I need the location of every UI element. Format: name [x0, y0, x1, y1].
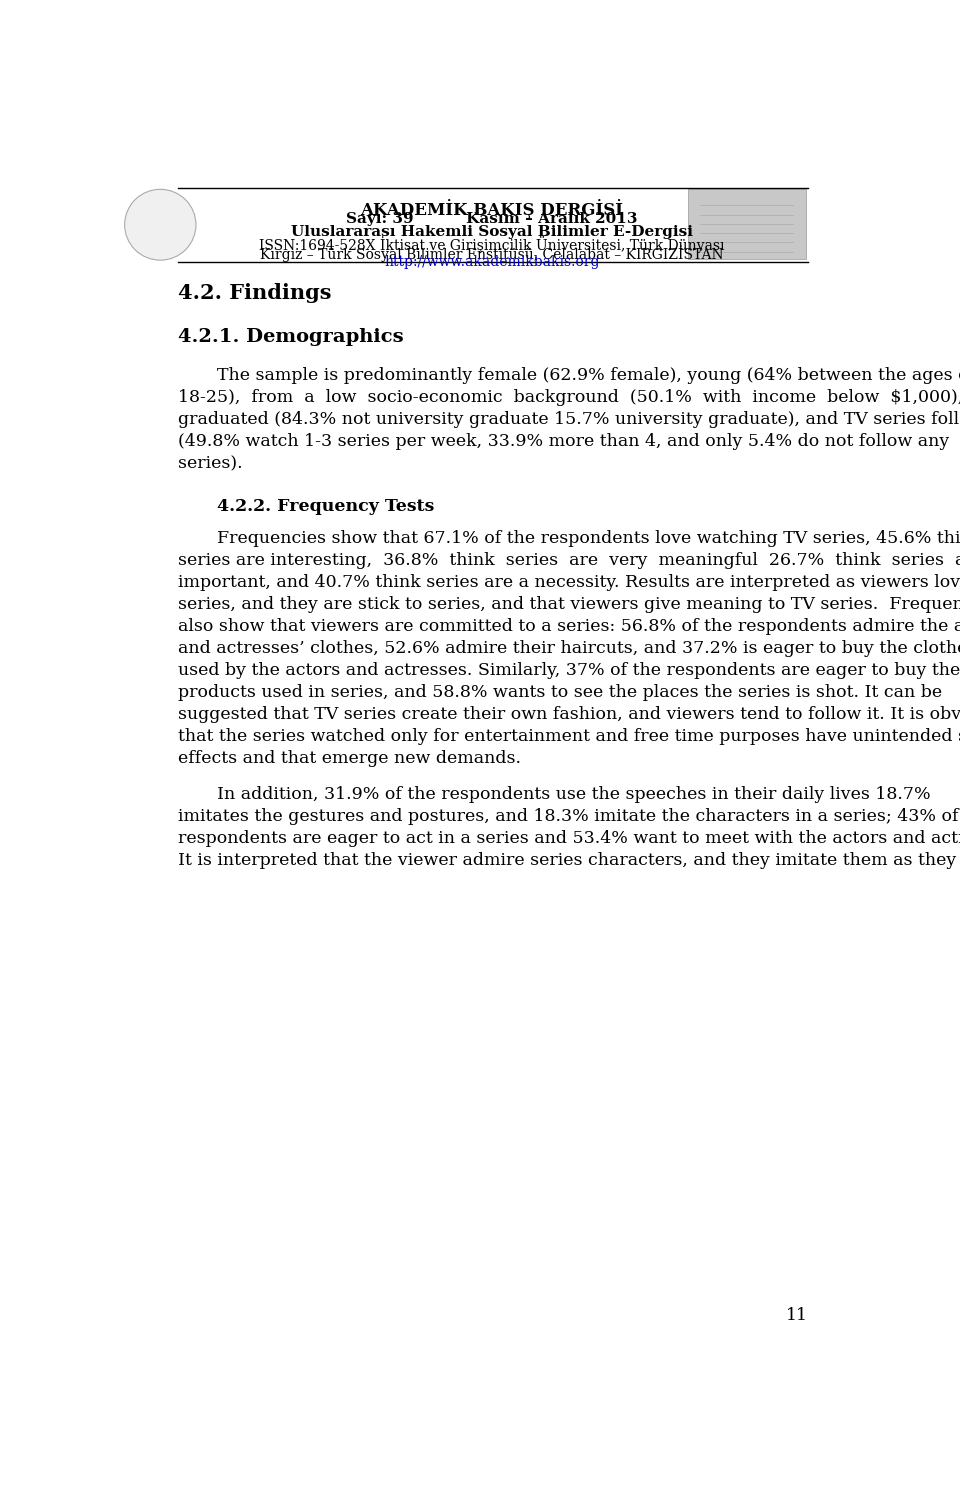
- Text: http://www.akademikbakis.org: http://www.akademikbakis.org: [384, 255, 600, 268]
- Text: (49.8% watch 1-3 series per week, 33.9% more than 4, and only 5.4% do not follow: (49.8% watch 1-3 series per week, 33.9% …: [179, 433, 949, 451]
- Text: 18-25),  from  a  low  socio-economic  background  (50.1%  with  income  below  : 18-25), from a low socio-economic backgr…: [179, 389, 960, 405]
- Text: imitates the gestures and postures, and 18.3% imitate the characters in a series: imitates the gestures and postures, and …: [179, 808, 960, 824]
- Circle shape: [125, 190, 196, 261]
- Text: graduated (84.3% not university graduate 15.7% university graduate), and TV seri: graduated (84.3% not university graduate…: [179, 411, 960, 428]
- Text: respondents are eager to act in a series and 53.4% want to meet with the actors : respondents are eager to act in a series…: [179, 829, 960, 847]
- Text: Uluslararası Hakemli Sosyal Bilimler E-Dergisi: Uluslararası Hakemli Sosyal Bilimler E-D…: [291, 225, 693, 238]
- Text: suggested that TV series create their own fashion, and viewers tend to follow it: suggested that TV series create their ow…: [179, 705, 960, 723]
- Text: series).: series).: [179, 455, 243, 472]
- Text: used by the actors and actresses. Similarly, 37% of the respondents are eager to: used by the actors and actresses. Simila…: [179, 662, 960, 680]
- Text: Kırgız – Türk Sosyal Bilimler Enstitüsü, Celalabat – KIRGIZİSTAN: Kırgız – Türk Sosyal Bilimler Enstitüsü,…: [260, 246, 724, 262]
- Text: ISSN:1694-528X İktisat ve Girişimcilik Üniversitesi, Türk Dünyası: ISSN:1694-528X İktisat ve Girişimcilik Ü…: [259, 235, 725, 253]
- Text: series are interesting,  36.8%  think  series  are  very  meaningful  26.7%  thi: series are interesting, 36.8% think seri…: [179, 553, 960, 570]
- Text: The sample is predominantly female (62.9% female), young (64% between the ages o: The sample is predominantly female (62.9…: [217, 368, 960, 384]
- Text: Frequencies show that 67.1% of the respondents love watching TV series, 45.6% th: Frequencies show that 67.1% of the respo…: [217, 530, 960, 547]
- Text: and actresses’ clothes, 52.6% admire their haircuts, and 37.2% is eager to buy t: and actresses’ clothes, 52.6% admire the…: [179, 640, 960, 657]
- Text: effects and that emerge new demands.: effects and that emerge new demands.: [179, 750, 521, 767]
- Text: also show that viewers are committed to a series: 56.8% of the respondents admir: also show that viewers are committed to …: [179, 618, 960, 634]
- Text: 4.2.2. Frequency Tests: 4.2.2. Frequency Tests: [217, 497, 434, 515]
- Text: that the series watched only for entertainment and free time purposes have unint: that the series watched only for enterta…: [179, 728, 960, 744]
- Text: 4.2. Findings: 4.2. Findings: [179, 283, 331, 303]
- Text: In addition, 31.9% of the respondents use the speeches in their daily lives 18.7: In addition, 31.9% of the respondents us…: [217, 785, 930, 803]
- Text: Sayı: 39          Kasım – Aralık 2013: Sayı: 39 Kasım – Aralık 2013: [347, 212, 637, 226]
- FancyBboxPatch shape: [688, 188, 805, 259]
- Text: 11: 11: [786, 1307, 808, 1325]
- Text: products used in series, and 58.8% wants to see the places the series is shot. I: products used in series, and 58.8% wants…: [179, 684, 943, 701]
- Text: 4.2.1. Demographics: 4.2.1. Demographics: [179, 329, 404, 347]
- Text: series, and they are stick to series, and that viewers give meaning to TV series: series, and they are stick to series, an…: [179, 597, 960, 613]
- Text: It is interpreted that the viewer admire series characters, and they imitate the: It is interpreted that the viewer admire…: [179, 851, 960, 868]
- Text: AKADEMİK BAKIŞ DERGİSİ: AKADEMİK BAKIŞ DERGİSİ: [361, 199, 623, 220]
- Text: important, and 40.7% think series are a necessity. Results are interpreted as vi: important, and 40.7% think series are a …: [179, 574, 960, 591]
